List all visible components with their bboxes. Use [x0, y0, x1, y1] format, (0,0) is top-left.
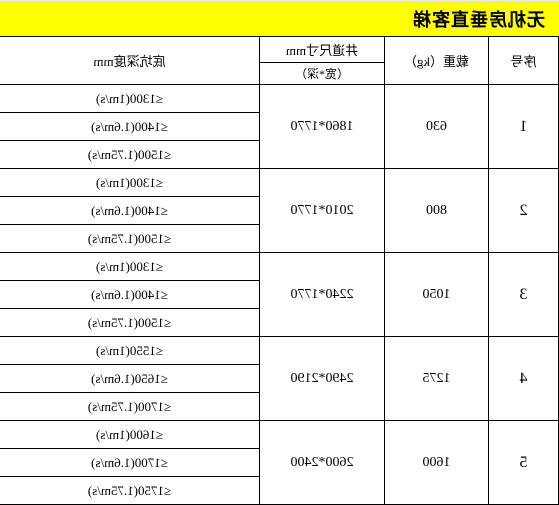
page-title: 无机房垂直客梯 — [412, 6, 545, 32]
pit-cell: ≤1300(1m/s) — [0, 169, 260, 197]
pit-cell: ≤1500(1.75m/s) — [0, 225, 260, 253]
pit-cell: ≤1400(1.6m/s) — [0, 113, 260, 141]
pit-cell: ≤1300(1m/s) — [0, 85, 260, 113]
shaft-cell: 2490*2190 — [260, 337, 385, 421]
pit-cell: ≤1400(1.6m/s) — [0, 197, 260, 225]
title-bar: 无机房垂直客梯 — [0, 0, 559, 36]
shaft-cell: 2600*2400 — [260, 421, 385, 505]
load-cell: 1600 — [385, 421, 489, 505]
seq-cell: 5 — [489, 421, 559, 505]
table-row: 16301860*1770≤1300(1m/s) — [0, 85, 559, 113]
seq-cell: 1 — [489, 85, 559, 169]
elevator-spec-table: 序号 载重（kg） 井道尺寸mm 底坑深度mm （宽*深） 16301860*1… — [0, 36, 559, 505]
load-cell: 1275 — [385, 337, 489, 421]
header-shaft-sub: （宽*深） — [260, 63, 385, 85]
table-row: 516002600*2400≤1600(1m/s) — [0, 421, 559, 449]
pit-cell: ≤1300(1m/s) — [0, 253, 260, 281]
header-seq: 序号 — [489, 37, 559, 85]
seq-cell: 4 — [489, 337, 559, 421]
table-row: 28002010*1770≤1300(1m/s) — [0, 169, 559, 197]
load-cell: 1050 — [385, 253, 489, 337]
pit-cell: ≤1750(1.75m/s) — [0, 477, 260, 505]
pit-cell: ≤1500(1.75m/s) — [0, 141, 260, 169]
pit-cell: ≤1400(1.6m/s) — [0, 281, 260, 309]
seq-cell: 3 — [489, 253, 559, 337]
header-load: 载重（kg） — [385, 37, 489, 85]
header-shaft-top: 井道尺寸mm — [260, 37, 385, 63]
pit-cell: ≤1650(1.6m/s) — [0, 365, 260, 393]
load-cell: 630 — [385, 85, 489, 169]
load-cell: 800 — [385, 169, 489, 253]
table-row: 412752490*2190≤1550(1m/s) — [0, 337, 559, 365]
pit-cell: ≤1700(1.6m/s) — [0, 449, 260, 477]
seq-cell: 2 — [489, 169, 559, 253]
pit-cell: ≤1600(1m/s) — [0, 421, 260, 449]
pit-cell: ≤1700(1.75m/s) — [0, 393, 260, 421]
pit-cell: ≤1550(1m/s) — [0, 337, 260, 365]
shaft-cell: 1860*1770 — [260, 85, 385, 169]
shaft-cell: 2010*1770 — [260, 169, 385, 253]
table-row: 310502240*1770≤1300(1m/s) — [0, 253, 559, 281]
shaft-cell: 2240*1770 — [260, 253, 385, 337]
header-pit: 底坑深度mm — [0, 37, 260, 85]
pit-cell: ≤1500(1.75m/s) — [0, 309, 260, 337]
